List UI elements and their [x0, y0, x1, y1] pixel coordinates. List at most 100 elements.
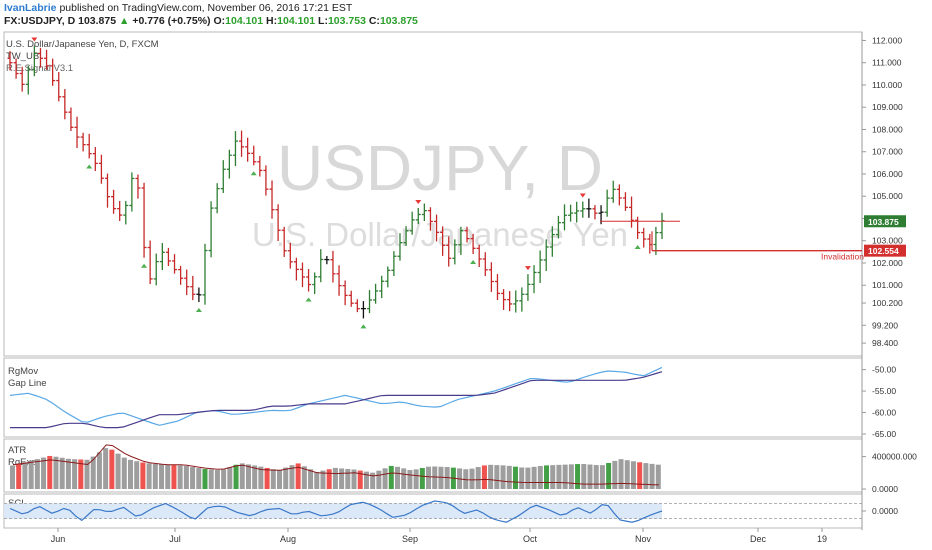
- chart-header: IvanLabrie published on TradingView.com,…: [0, 0, 932, 30]
- atr-bar: [90, 456, 96, 489]
- price-bar: [641, 227, 647, 248]
- atr-bar: [190, 467, 196, 489]
- atr-bar: [59, 457, 65, 489]
- low-value: 103.753: [327, 15, 366, 27]
- atr-bar: [41, 457, 47, 489]
- atr-pane[interactable]: ATR RgExp 400000.000 0.0000: [8, 444, 917, 494]
- atr-bar: [612, 460, 618, 489]
- published-text: published on TradingView.com, November 0…: [59, 2, 353, 14]
- price-bar: [391, 251, 397, 276]
- price-tick-label: 103.000: [872, 236, 903, 246]
- atr-bar: [382, 468, 388, 489]
- price-bar: [519, 287, 525, 312]
- atr-bar: [84, 459, 90, 489]
- price-bar: [555, 215, 561, 239]
- open-label: O:: [213, 15, 226, 27]
- watermark-symbol: USDJPY, D: [277, 132, 603, 204]
- price-bar: [92, 147, 98, 171]
- atr-bar: [183, 465, 189, 489]
- atr-bar: [295, 463, 301, 489]
- atr-bar: [78, 459, 84, 489]
- atr-bar: [233, 464, 239, 489]
- price-bar: [287, 242, 293, 269]
- atr-bar: [407, 469, 413, 489]
- atr-bar: [401, 468, 407, 489]
- price-bar: [7, 51, 13, 71]
- atr-bar: [643, 463, 649, 489]
- sell-signal-icon: [31, 37, 38, 42]
- atr-bar: [146, 463, 152, 489]
- sci-pane[interactable]: SCI 0.0000: [4, 498, 898, 523]
- atr-bar: [593, 465, 599, 489]
- atr-bar: [332, 467, 338, 489]
- atr-bar: [47, 455, 53, 489]
- price-bar: [312, 272, 318, 295]
- time-tick-label: Dec: [750, 534, 767, 544]
- atr-bar: [159, 464, 165, 489]
- atr-bar: [10, 465, 16, 489]
- invalidation-tag-text: 102.554: [868, 246, 899, 256]
- price-bar: [470, 233, 477, 265]
- price-bar: [434, 214, 440, 242]
- high-label: H:: [266, 15, 278, 27]
- atr-bar: [221, 469, 227, 489]
- atr-bar: [16, 463, 22, 489]
- price-bar: [562, 204, 568, 231]
- price-tick-label: 106.000: [872, 169, 903, 179]
- atr-bar: [308, 469, 314, 489]
- time-tick-label: Oct: [523, 534, 538, 544]
- pane-tick-label: -65.00: [872, 429, 896, 439]
- last-value: 103.875: [78, 15, 117, 27]
- atr-bar: [357, 470, 363, 489]
- buy-signal-icon: [360, 324, 367, 329]
- price-pane[interactable]: U.S. Dollar/Japanese Yen, D, FXCM TW_UB …: [6, 35, 906, 348]
- price-bar: [476, 244, 482, 268]
- atr-bar: [264, 467, 270, 489]
- author-link[interactable]: IvanLabrie: [4, 2, 57, 14]
- buy-signal-icon: [250, 171, 257, 176]
- price-bar: [464, 226, 470, 243]
- gap-line-label: Gap Line: [8, 378, 47, 389]
- time-tick-label: Jun: [51, 534, 66, 544]
- atr-bar: [413, 469, 419, 489]
- atr-bar: [370, 472, 376, 489]
- price-bar: [293, 257, 299, 281]
- price-bar: [305, 269, 312, 302]
- price-bar: [324, 255, 330, 265]
- price-bar: [208, 201, 214, 258]
- atr-bar: [339, 468, 345, 489]
- price-bar: [531, 265, 537, 294]
- price-tick-label: 107.000: [872, 147, 903, 157]
- time-axis[interactable]: Jun Jul Aug Sep Oct Nov Dec 19: [51, 528, 827, 544]
- price-tick-label: 110.000: [872, 80, 902, 90]
- atr-bar: [103, 448, 109, 489]
- symbol-label: FX:USDJPY, D: [4, 15, 76, 27]
- atr-bar: [326, 469, 332, 489]
- atr-bar: [568, 464, 574, 489]
- price-bar: [117, 201, 123, 222]
- atr-bar: [537, 466, 543, 489]
- atr-bar: [196, 468, 202, 489]
- publisher-line: IvanLabrie published on TradingView.com,…: [4, 2, 352, 14]
- close-value: 103.875: [379, 15, 418, 27]
- atr-bar: [351, 469, 357, 489]
- atr-bar: [531, 466, 537, 489]
- atr-bar: [208, 469, 214, 489]
- watermark-name: U.S. Dollar/Japanese Yen: [252, 216, 628, 253]
- price-bar: [549, 226, 555, 257]
- rgmov-pane[interactable]: RgMov Gap Line -50.00 -55.00 -60.00 -65.00: [8, 365, 896, 439]
- price-bar: [220, 160, 226, 193]
- price-tick-label: 102.000: [872, 258, 903, 268]
- atr-bar: [363, 471, 369, 489]
- invalidation-price-tag: 102.554: [864, 244, 906, 257]
- atr-bar: [245, 464, 251, 489]
- price-tick-label: 109.000: [872, 102, 903, 112]
- price-bar: [409, 211, 415, 235]
- atr-bar: [289, 465, 295, 489]
- atr-bar: [599, 465, 605, 489]
- atr-bar: [140, 462, 146, 489]
- price-bar: [336, 265, 342, 296]
- price-bar: [80, 132, 86, 152]
- atr-bar: [239, 463, 245, 489]
